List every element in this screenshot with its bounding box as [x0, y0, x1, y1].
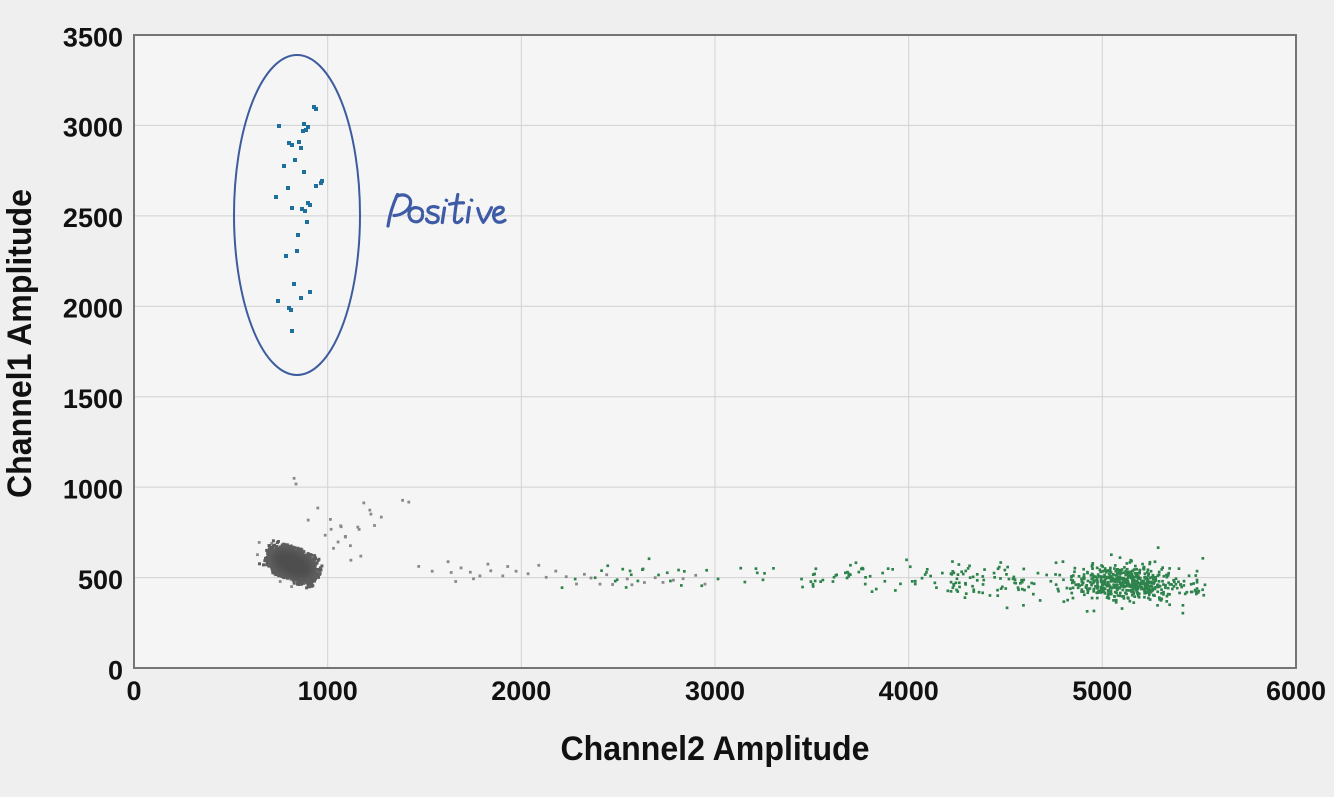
- svg-text:1000: 1000: [298, 676, 358, 706]
- svg-text:1000: 1000: [63, 474, 123, 504]
- svg-text:Channel2 Amplitude: Channel2 Amplitude: [561, 730, 870, 768]
- svg-text:2000: 2000: [63, 294, 123, 324]
- svg-text:500: 500: [78, 565, 123, 595]
- svg-text:Channel1 Amplitude: Channel1 Amplitude: [1, 189, 39, 498]
- svg-text:3000: 3000: [63, 113, 123, 143]
- svg-text:2000: 2000: [491, 676, 551, 706]
- svg-text:3000: 3000: [685, 676, 745, 706]
- svg-text:3500: 3500: [63, 22, 123, 52]
- svg-text:5000: 5000: [1072, 676, 1132, 706]
- svg-text:0: 0: [108, 655, 123, 685]
- svg-text:6000: 6000: [1266, 676, 1326, 706]
- svg-text:1500: 1500: [63, 384, 123, 414]
- svg-text:4000: 4000: [879, 676, 939, 706]
- svg-text:2500: 2500: [63, 203, 123, 233]
- svg-text:0: 0: [126, 676, 141, 706]
